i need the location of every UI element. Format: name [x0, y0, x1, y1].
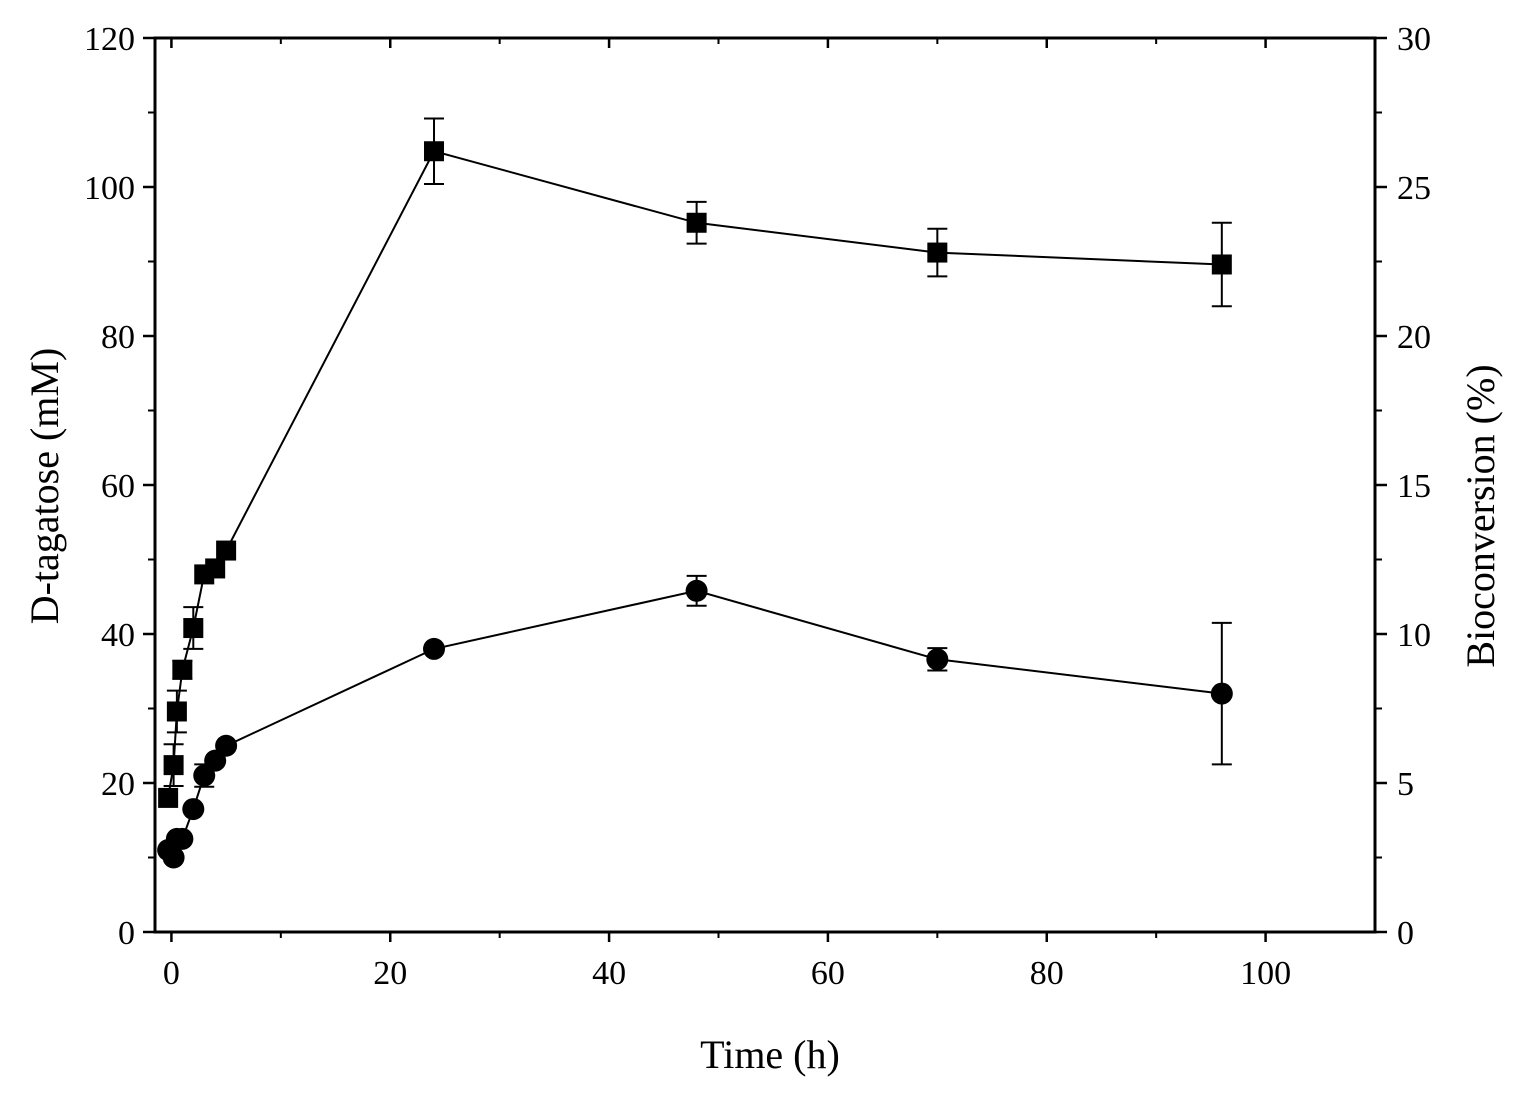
- data-point: [1211, 254, 1232, 275]
- x-tick-label: 0: [163, 955, 180, 992]
- y2-tick-label: 25: [1397, 170, 1431, 207]
- x-tick-label: 100: [1240, 955, 1291, 992]
- data-point: [162, 846, 185, 869]
- data-point: [1210, 682, 1233, 705]
- data-point: [424, 141, 445, 162]
- data-point: [158, 787, 179, 808]
- y-tick-label: 60: [101, 468, 135, 505]
- y-axis-left: 0 20 40 60 80 100 120: [84, 21, 155, 952]
- data-point: [172, 659, 193, 680]
- data-point: [686, 212, 707, 233]
- series-line: [167, 589, 1222, 860]
- series-layer: [157, 117, 1233, 869]
- y2-tick-label: 20: [1397, 319, 1431, 356]
- series-square: [158, 117, 1232, 808]
- y-tick-label: 20: [101, 766, 135, 803]
- y-axis-right: 0 5 10 15 20 25 30: [1375, 21, 1431, 952]
- x-tick-label: 60: [811, 955, 845, 992]
- y-axis-label: D-tagatose (mM): [22, 348, 67, 625]
- data-point: [216, 540, 237, 561]
- x-axis: 0 20 40 60 80 100: [163, 38, 1291, 992]
- data-point: [215, 734, 238, 757]
- y-tick-label: 120: [84, 21, 135, 58]
- data-point: [171, 827, 194, 850]
- y-tick-label: 80: [101, 319, 135, 356]
- x-tick-label: 20: [373, 955, 407, 992]
- data-point: [182, 798, 205, 821]
- data-point: [205, 558, 226, 579]
- data-point: [685, 579, 708, 602]
- data-point: [926, 648, 949, 671]
- data-point: [163, 755, 184, 776]
- data-point: [183, 618, 204, 639]
- y-tick-label: 100: [84, 170, 135, 207]
- x-axis-label: Time (h): [700, 1032, 840, 1077]
- y-tick-label: 40: [101, 617, 135, 654]
- plot-border: [153, 36, 1377, 934]
- x-tick-label: 80: [1030, 955, 1064, 992]
- x-tick-label: 40: [592, 955, 626, 992]
- data-point: [166, 701, 187, 722]
- y2-axis-label: Bioconversion (%): [1458, 364, 1503, 667]
- y2-tick-label: 0: [1397, 915, 1414, 952]
- y2-tick-label: 30: [1397, 21, 1431, 58]
- plot-frame: [153, 36, 1377, 934]
- data-point: [423, 637, 446, 660]
- series-circle: [157, 574, 1233, 869]
- y-tick-label: 0: [118, 915, 135, 952]
- y2-tick-label: 15: [1397, 468, 1431, 505]
- series-line: [167, 150, 1222, 799]
- data-point: [927, 242, 948, 263]
- y2-tick-label: 10: [1397, 617, 1431, 654]
- y2-tick-label: 5: [1397, 766, 1414, 803]
